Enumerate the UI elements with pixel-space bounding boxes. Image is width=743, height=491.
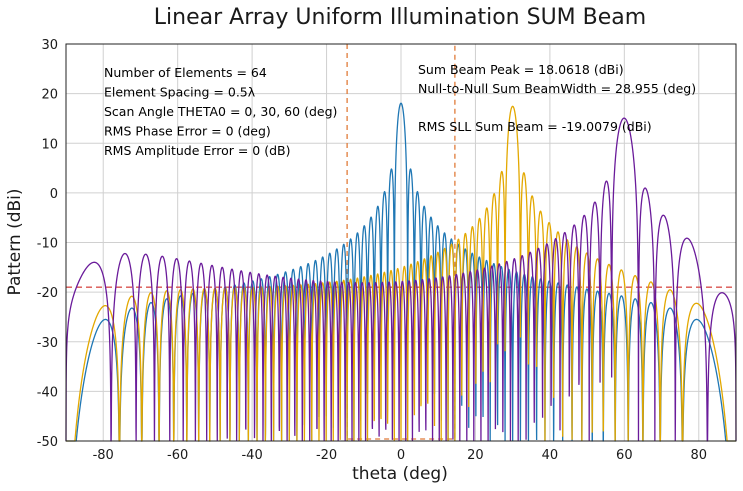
annotations-right: Sum Beam Peak = 18.0618 (dBi) Null-to-Nul… — [418, 62, 696, 134]
y-tick-label: 30 — [41, 38, 58, 53]
x-tick-label: -20 — [316, 448, 337, 463]
x-tick-label: 60 — [616, 448, 633, 463]
plot-frame — [65, 43, 737, 442]
y-axis-label: Pattern (dBi) — [5, 188, 25, 295]
y-tick-label: -40 — [37, 385, 58, 400]
y-tick-label: -20 — [37, 286, 58, 301]
y-tick-label: -50 — [37, 435, 58, 450]
y-tick-label: -30 — [37, 336, 58, 351]
y-tick-label: 20 — [41, 88, 58, 103]
x-tick-label: -60 — [167, 448, 188, 463]
y-tick-label: 0 — [50, 187, 58, 202]
series-scan-0 — [66, 102, 736, 442]
annotation-right: Null-to-Null Sum BeamWidth = 28.955 (deg… — [418, 81, 696, 96]
annotation-left: RMS Amplitude Error = 0 (dB) — [104, 143, 291, 158]
x-tick-label: -40 — [241, 448, 262, 463]
annotation-left: Element Spacing = 0.5λ — [104, 85, 256, 100]
y-tick-label: 10 — [41, 137, 58, 152]
x-tick-label: 80 — [691, 448, 708, 463]
y-ticks: 30 20 10 0 -10 -20 -30 -40 -50 — [37, 38, 58, 450]
x-tick-label: 0 — [397, 448, 405, 463]
annotation-left: Number of Elements = 64 — [104, 65, 267, 80]
annotation-right: RMS SLL Sum Beam = -19.0079 (dBi) — [418, 119, 652, 134]
annotation-right: Sum Beam Peak = 18.0618 (dBi) — [418, 62, 624, 77]
series-scan-60 — [65, 117, 737, 442]
x-ticks: -80 -60 -40 -20 0 20 40 60 80 — [93, 448, 707, 463]
annotation-left: Scan Angle THETA0 = 0, 30, 60 (deg) — [104, 104, 337, 119]
annotation-left: RMS Phase Error = 0 (deg) — [104, 124, 271, 139]
annotations-left: Number of Elements = 64 Element Spacing =… — [104, 65, 337, 158]
chart-title: Linear Array Uniform Illumination SUM Be… — [154, 5, 646, 30]
x-tick-label: 40 — [542, 448, 559, 463]
x-tick-label: 20 — [467, 448, 484, 463]
x-tick-label: -80 — [93, 448, 114, 463]
x-axis-label: theta (deg) — [352, 464, 448, 484]
y-tick-label: -10 — [37, 237, 58, 252]
